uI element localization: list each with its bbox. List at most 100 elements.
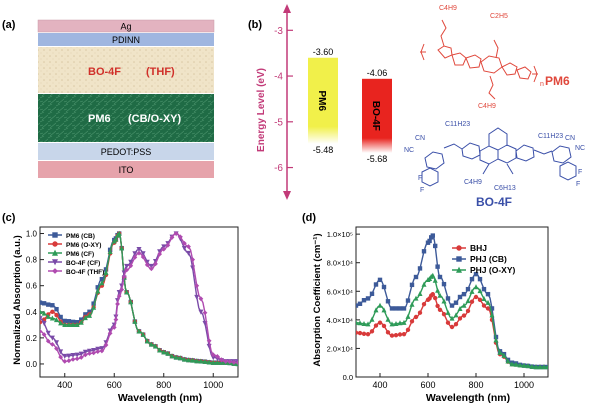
data-point — [40, 300, 43, 305]
data-point — [66, 322, 72, 328]
y-tick-label: 0.2 — [26, 334, 38, 343]
data-point — [194, 283, 200, 289]
data-point — [393, 306, 399, 311]
data-point — [165, 242, 171, 248]
legend-label: PM6 (CF) — [66, 251, 94, 258]
data-point — [453, 312, 459, 318]
data-point — [356, 330, 359, 335]
data-point — [128, 299, 134, 305]
data-point — [185, 250, 192, 256]
panel-a-device-stack: (a) Ag PDINN BO-4F (THF) PM6 (CB/O-XY) P… — [2, 19, 215, 178]
data-point — [173, 354, 179, 360]
data-point — [456, 245, 462, 251]
data-point — [119, 245, 125, 251]
data-point — [52, 232, 58, 238]
data-point — [161, 244, 167, 250]
data-point — [485, 291, 491, 297]
data-point — [161, 349, 167, 355]
panel-d-label: (d) — [302, 212, 316, 224]
data-point — [54, 306, 59, 312]
legend: PM6 (CB) PM6 (O-XY) PM6 (CF) BO-4F (CF) BO-4… — [48, 232, 104, 276]
bo4f-nc-left: NC — [404, 147, 414, 154]
data-point — [369, 291, 375, 296]
data-point — [181, 356, 187, 362]
data-point — [95, 349, 101, 354]
data-point — [181, 245, 187, 252]
data-point — [82, 352, 88, 358]
data-point — [393, 333, 399, 338]
series-line-bo-4f-cf- — [40, 232, 238, 363]
layer-pedot — [38, 143, 214, 160]
data-point — [148, 266, 154, 272]
data-point — [432, 277, 438, 283]
data-point — [206, 338, 212, 344]
data-point — [111, 325, 117, 330]
data-point — [453, 321, 459, 327]
data-point — [389, 333, 395, 338]
data-point — [361, 331, 367, 336]
data-point — [457, 294, 463, 300]
data-point — [190, 257, 196, 263]
data-point — [441, 281, 447, 287]
data-point — [70, 356, 76, 362]
data-point — [115, 301, 120, 307]
panel-a-label: (a) — [2, 19, 16, 31]
data-point — [50, 309, 55, 314]
data-point — [389, 306, 395, 311]
data-point — [124, 289, 130, 295]
data-point — [70, 322, 76, 328]
data-point — [509, 361, 515, 367]
data-point — [433, 243, 438, 249]
data-point — [99, 348, 105, 354]
data-point — [437, 274, 443, 280]
y-tick-label: 1.0 — [26, 230, 38, 239]
data-point — [456, 256, 462, 262]
data-point — [461, 302, 467, 308]
data-point — [169, 353, 175, 359]
data-point — [62, 322, 68, 328]
data-point — [409, 282, 415, 288]
y-tick-label: 0.4 — [26, 308, 38, 317]
data-point — [485, 299, 491, 305]
x-tick-label: 600 — [420, 380, 435, 390]
data-point — [140, 331, 146, 337]
x-tick-label: 400 — [57, 380, 72, 390]
homo-value: -5.48 — [313, 145, 334, 155]
data-point — [409, 319, 415, 324]
data-point — [45, 313, 51, 319]
data-point — [545, 364, 548, 370]
data-point — [152, 343, 159, 349]
data-point — [206, 359, 212, 365]
data-point — [202, 358, 208, 364]
data-point — [457, 305, 463, 311]
energy-tick-label: -5 — [274, 117, 283, 128]
data-point — [405, 298, 411, 303]
data-point — [409, 301, 415, 307]
data-point — [427, 238, 432, 244]
data-point — [461, 313, 467, 318]
data-point — [401, 306, 407, 311]
data-point — [457, 316, 463, 321]
data-point — [53, 340, 60, 346]
data-point — [41, 320, 47, 327]
data-point — [373, 307, 379, 313]
panel-d-absorption-coefficient-chart: (d) Absorption Coefficient (cm⁻¹) Wavele… — [302, 212, 549, 404]
data-point — [91, 348, 97, 354]
legend-label: PM6 (CB) — [66, 233, 95, 240]
panel-c-label: (c) — [2, 212, 16, 224]
pm6-sidechain-bottom: C4H9 — [478, 103, 496, 110]
data-point — [185, 357, 192, 363]
data-point — [40, 316, 43, 322]
data-point — [397, 320, 403, 326]
energy-bar-name: BO-4F — [370, 101, 381, 131]
data-point — [41, 332, 47, 338]
data-point — [465, 298, 471, 304]
data-point — [413, 295, 419, 301]
data-point — [455, 266, 463, 273]
legend-label: PHJ (O-XY) — [470, 265, 516, 275]
energy-axis-label: Energy Level (eV) — [256, 68, 267, 152]
data-point — [49, 335, 55, 341]
chart-c-xlabel: Wavelength (nm) — [118, 392, 202, 404]
data-point — [124, 267, 130, 273]
y-tick-label: 0.0 — [26, 360, 38, 369]
